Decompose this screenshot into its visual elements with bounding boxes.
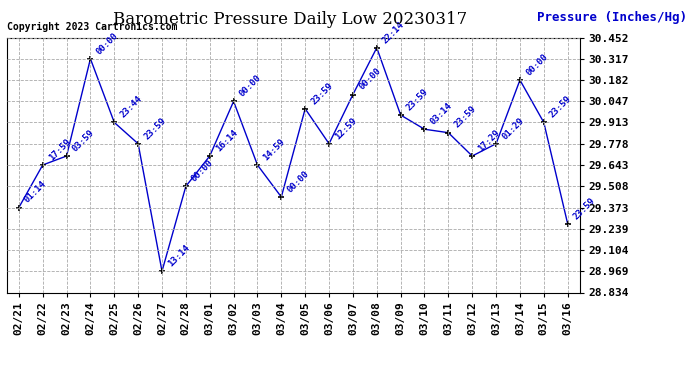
Text: Pressure (Inches/Hg): Pressure (Inches/Hg) xyxy=(537,11,687,24)
Text: 23:59: 23:59 xyxy=(548,94,573,120)
Text: 03:59: 03:59 xyxy=(70,128,96,153)
Text: 17:29: 17:29 xyxy=(476,128,502,153)
Text: 03:14: 03:14 xyxy=(428,101,454,126)
Text: 23:44: 23:44 xyxy=(119,94,144,120)
Text: 17:59: 17:59 xyxy=(47,137,72,162)
Text: 01:29: 01:29 xyxy=(500,116,526,141)
Text: 01:14: 01:14 xyxy=(23,179,48,205)
Text: 23:59: 23:59 xyxy=(405,87,430,112)
Text: 00:00: 00:00 xyxy=(190,158,215,183)
Text: 14:59: 14:59 xyxy=(262,137,287,162)
Text: 00:00: 00:00 xyxy=(286,169,311,194)
Text: 23:59: 23:59 xyxy=(142,116,168,141)
Text: 12:59: 12:59 xyxy=(333,116,359,141)
Text: Barometric Pressure Daily Low 20230317: Barometric Pressure Daily Low 20230317 xyxy=(112,11,467,28)
Text: 23:59: 23:59 xyxy=(572,196,598,221)
Text: Copyright 2023 Cartronics.com: Copyright 2023 Cartronics.com xyxy=(7,22,177,32)
Text: 00:00: 00:00 xyxy=(357,66,382,92)
Text: 00:00: 00:00 xyxy=(95,31,120,56)
Text: 00:00: 00:00 xyxy=(524,52,549,77)
Text: 22:14: 22:14 xyxy=(381,20,406,45)
Text: 23:59: 23:59 xyxy=(453,105,478,130)
Text: 00:00: 00:00 xyxy=(238,73,263,99)
Text: 13:14: 13:14 xyxy=(166,243,192,268)
Text: 16:14: 16:14 xyxy=(214,128,239,153)
Text: 23:59: 23:59 xyxy=(309,81,335,106)
